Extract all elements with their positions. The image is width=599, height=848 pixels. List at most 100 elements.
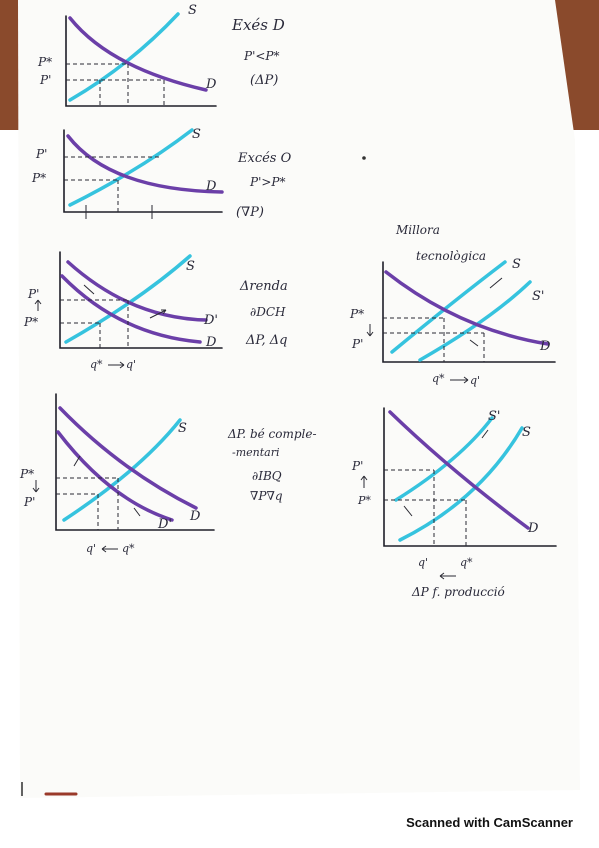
graph-note: (∇P): [236, 205, 264, 220]
paper-sheet: [18, 0, 580, 798]
graph-factor-price-increase: P' P* S' S D q' q* ΔP f. producció: [351, 407, 557, 599]
curve-label: S: [178, 421, 187, 436]
axes: [383, 407, 557, 547]
demand-curve: [66, 134, 224, 194]
quantity-arrow: [101, 545, 118, 553]
quantity-label: q*: [122, 542, 135, 555]
demand-curve-shifted: [66, 260, 208, 322]
axes: [65, 15, 217, 107]
price-label: P*: [349, 307, 364, 321]
demand-curve: [68, 16, 208, 92]
price-label: P': [23, 495, 35, 509]
curve-label: D: [527, 521, 539, 536]
graph-note: Exés D: [231, 16, 285, 34]
shift-arrows: [83, 284, 167, 319]
price-down-arrow: [32, 480, 40, 493]
graph-note: ΔP. bé comple-: [227, 427, 317, 441]
graph-note: P'>P*: [249, 175, 286, 189]
graph-complement-price-increase: P* P' S D D' q' q* ΔP. bé comple- -menta…: [19, 393, 317, 555]
new-equilibrium-guides: [60, 299, 129, 348]
quantity-arrow: [108, 361, 125, 369]
demand-curve: [388, 410, 530, 530]
shift-arrows: [469, 277, 503, 347]
graph-excess-supply: P' P* S D Excés O P'>P* (∇P): [31, 127, 292, 220]
graph-note: (ΔP): [250, 73, 278, 88]
price-label: P*: [37, 55, 52, 69]
quantity-label: q': [126, 358, 136, 371]
graph-note: Δrenda: [239, 279, 288, 294]
curve-label: D: [539, 339, 551, 354]
curve-label: S': [532, 289, 544, 304]
demand-curve: [58, 406, 198, 510]
price-label: P': [351, 337, 363, 351]
curve-label: S: [186, 259, 195, 274]
price-label: P*: [19, 467, 34, 481]
supply-curve: [64, 254, 192, 344]
graph-income-increase: P' P* S D' D q* q' Δrenda ∂DCH ΔP, Δq: [23, 251, 288, 371]
quantity-arrow: [450, 376, 469, 384]
graph-title: tecnològica: [416, 249, 486, 263]
graph-title: Millora: [395, 223, 440, 237]
new-equilibrium-guides: [56, 493, 99, 530]
supply-curve-shifted: [394, 416, 494, 502]
shift-arrows: [403, 429, 489, 517]
curve-label: S': [488, 409, 500, 424]
axes: [55, 393, 215, 531]
graph-tech-improvement: Millora tecnològica P* P' S S' D q* q': [349, 223, 556, 387]
curve-label: D: [205, 335, 217, 350]
quantity-label: q': [418, 556, 428, 569]
graph-note: ∇P∇q: [250, 489, 283, 503]
quantity-ticks: [85, 205, 153, 219]
quantity-label: q': [86, 542, 96, 555]
quantity-label: q*: [460, 556, 473, 569]
quantity-arrow: [439, 572, 456, 580]
graph-note: P'<P*: [243, 49, 280, 63]
axes: [59, 251, 223, 349]
old-equilibrium-guides: [56, 477, 119, 530]
price-label: P': [35, 147, 47, 161]
price-down-arrow: [366, 324, 374, 337]
equilibrium-guides: [66, 63, 129, 106]
quantity-label: q*: [432, 372, 445, 385]
price-label: P': [351, 459, 363, 473]
shift-arrows: [73, 455, 141, 517]
quantity-label: q*: [90, 358, 103, 371]
new-equilibrium-guides: [383, 332, 485, 362]
graph-note: -mentari: [232, 446, 280, 459]
graph-note: ΔP, Δq: [245, 333, 287, 348]
demand-curve: [384, 270, 550, 346]
price-label: P*: [357, 494, 371, 507]
curve-label: S: [522, 425, 531, 440]
curve-label: S: [188, 3, 197, 18]
demand-curve: [60, 274, 202, 344]
price-ceiling-guides: [66, 79, 165, 106]
supply-curve: [390, 260, 507, 354]
new-equilibrium-guides: [384, 469, 435, 546]
quantity-label: q': [470, 374, 480, 387]
demand-curve-shifted: [56, 430, 174, 522]
graph-excess-demand: P* P' S D Exés D P'<P* (ΔP): [37, 3, 285, 107]
graph-note: Excés O: [237, 151, 292, 166]
curve-label: S: [512, 257, 521, 272]
price-label: P': [39, 73, 51, 87]
old-equilibrium-guides: [383, 317, 445, 362]
scanner-watermark: Scanned with CamScanner: [406, 815, 573, 830]
price-up-arrow: [34, 299, 42, 311]
axes: [382, 261, 556, 363]
graph-note: ∂DCH: [250, 305, 286, 319]
supply-curve-shifted: [418, 280, 532, 362]
price-up-arrow: [360, 475, 368, 488]
old-equilibrium-guides: [384, 499, 467, 546]
graph-note: ∂IBQ: [252, 469, 282, 483]
curve-label: D: [205, 77, 217, 92]
curve-label: D': [157, 517, 172, 532]
pen-dot: [362, 156, 366, 160]
curve-label: D: [205, 179, 217, 194]
supply-curve: [398, 426, 524, 542]
price-label: P': [27, 287, 39, 301]
supply-curve: [68, 128, 194, 207]
graph-note: ΔP f. producció: [411, 585, 505, 599]
price-label: P*: [23, 315, 38, 329]
price-label: P*: [31, 171, 46, 185]
